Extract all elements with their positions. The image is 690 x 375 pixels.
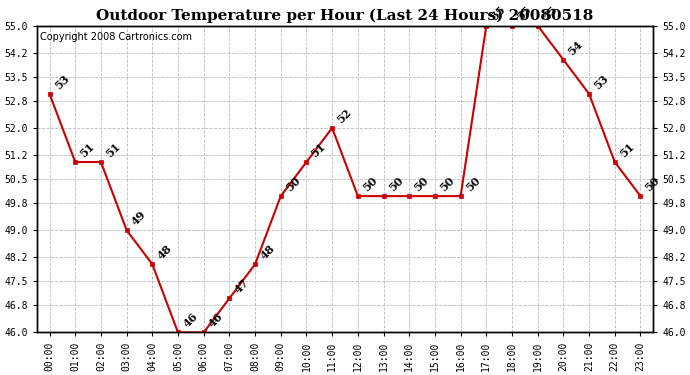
Text: 51: 51 xyxy=(309,141,328,159)
Text: 55: 55 xyxy=(540,4,559,23)
Text: 53: 53 xyxy=(52,72,71,91)
Text: 49: 49 xyxy=(130,209,148,227)
Text: 48: 48 xyxy=(155,243,174,261)
Text: Copyright 2008 Cartronics.com: Copyright 2008 Cartronics.com xyxy=(40,32,192,42)
Text: 54: 54 xyxy=(566,38,585,57)
Text: 52: 52 xyxy=(335,106,353,125)
Text: 50: 50 xyxy=(361,175,380,194)
Text: 51: 51 xyxy=(618,141,636,159)
Title: Outdoor Temperature per Hour (Last 24 Hours) 20080518: Outdoor Temperature per Hour (Last 24 Ho… xyxy=(97,9,593,23)
Text: 50: 50 xyxy=(437,175,456,194)
Text: 50: 50 xyxy=(284,175,302,194)
Text: 51: 51 xyxy=(78,141,97,159)
Text: 55: 55 xyxy=(489,4,508,23)
Text: 50: 50 xyxy=(386,175,405,194)
Text: 50: 50 xyxy=(643,175,662,194)
Text: 48: 48 xyxy=(258,243,277,261)
Text: 47: 47 xyxy=(232,277,251,296)
Text: 53: 53 xyxy=(592,72,611,91)
Text: 50: 50 xyxy=(464,175,482,194)
Text: 55: 55 xyxy=(515,4,533,23)
Text: 46: 46 xyxy=(206,311,225,330)
Text: 50: 50 xyxy=(412,175,431,194)
Text: 46: 46 xyxy=(181,311,199,330)
Text: 51: 51 xyxy=(104,141,122,159)
